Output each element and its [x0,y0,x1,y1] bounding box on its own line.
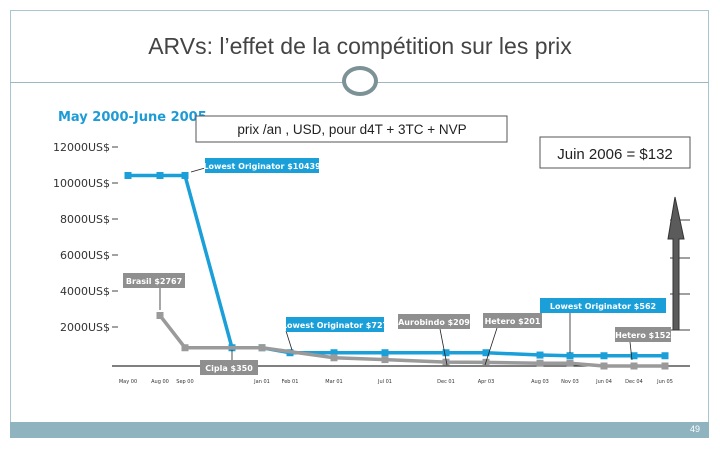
annotation-label: Lowest Originator $10439 [203,162,321,171]
annotation-box [540,298,666,313]
data-point-2 [381,356,389,364]
data-point-2 [181,344,189,352]
annotation-box [398,314,470,329]
x-tick-label: Sep 00 [176,379,193,385]
data-point-1 [566,352,574,360]
annotation-label: Lowest Originator $727 [282,321,388,330]
x-tick-label: Dec 01 [437,379,455,385]
data-point-1 [330,349,338,357]
data-point-1 [442,349,450,357]
annotation-label: Cipla $350 [205,364,253,373]
data-point-1 [482,349,490,357]
data-point-2 [536,359,544,367]
series-line-1 [128,173,665,358]
data-point-1 [124,171,132,179]
x-tick-label: May 00 [119,379,137,385]
annotation-label: Aurobindo $209 [398,318,470,327]
data-point-1 [661,352,669,360]
y-tick-label: 10000US$ [53,177,110,190]
annotation-leader [285,330,293,351]
data-point-1 [181,171,189,179]
annotation-box [483,313,542,328]
callout-text: Juin 2006 = $132 [557,146,673,163]
y-tick-label: 2000US$ [60,321,110,334]
data-point-2 [156,312,164,320]
data-point-1 [630,352,638,360]
annotation-label: Hetero $152 [615,331,671,340]
annotation-box [286,317,384,332]
data-point-2 [442,358,450,366]
x-tick-label: Nov 03 [561,379,579,385]
annotation-label: Lowest Originator $562 [550,302,656,311]
y-tick-label: 12000US$ [53,141,110,154]
data-point-1 [381,349,389,357]
data-point-2 [630,362,638,370]
x-tick-label: Jul 01 [377,379,392,385]
x-tick-label: Apr 03 [478,379,495,385]
annotation-leader [439,328,448,366]
x-tick-label: Jun 05 [656,379,673,385]
ring-ornament [342,66,378,96]
annotation-label: Brasil $2767 [126,277,182,286]
y-tick-label: 6000US$ [60,249,110,262]
y-tick-label: 8000US$ [60,213,110,226]
footer-bar [10,422,709,438]
callout-box [539,136,691,169]
x-tick-label: Aug 00 [151,379,169,385]
data-point-1 [600,352,608,360]
series-line-2 [158,314,665,368]
annotation-leader [190,167,206,173]
data-point-2 [566,359,574,367]
x-tick-label: Aug 03 [531,379,549,385]
page-number: 49 [689,424,700,434]
data-point-2 [330,354,338,362]
annotation-leader [484,327,498,366]
chart-subtitle: May 2000-June 2005 [58,110,207,125]
data-point-1 [536,351,544,359]
x-tick-label: Dec 04 [625,379,643,385]
annotation-box [205,158,319,173]
y-tick-label: 4000US$ [60,285,110,298]
annotation-label: Hetero $201 [485,317,541,326]
annotation-box [200,360,258,375]
unit-box-text: prix /an , USD, pour d4T + 3TC + NVP [237,122,466,137]
data-point-2 [661,362,669,370]
x-tick-label: Feb 01 [282,379,299,385]
annotation-box [615,327,671,342]
x-tick-label: Mar 01 [325,379,342,385]
annotation-leader [629,341,633,361]
x-tick-label: Jan 01 [253,379,270,385]
unit-box [195,115,508,143]
slide-title: ARVs: l’effet de la compétition sur les … [148,33,572,59]
data-point-2 [600,362,608,370]
x-tick-label: Jun 04 [595,379,612,385]
up-arrow [667,196,685,331]
data-point-2 [258,344,266,352]
annotation-box [123,273,185,288]
data-point-1 [156,171,164,179]
